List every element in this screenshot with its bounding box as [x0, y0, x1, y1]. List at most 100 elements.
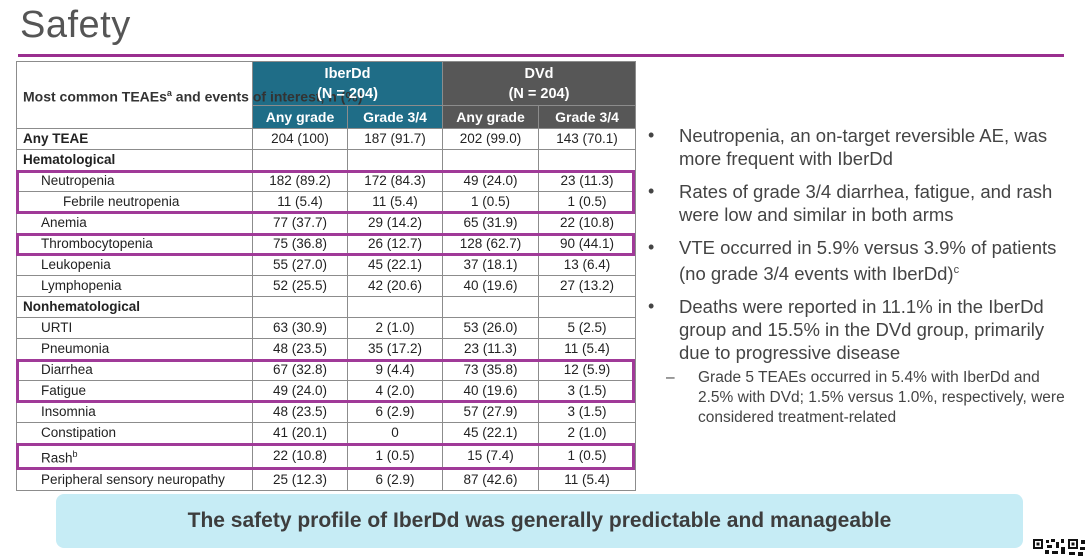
row-value: 6 (2.9): [346, 468, 444, 491]
row-value: 77 (37.7): [252, 212, 348, 234]
row-value: 37 (18.1): [442, 254, 540, 276]
row-value: 204 (100): [252, 128, 348, 150]
group-n-iberdd: (N = 204): [317, 85, 378, 102]
bullet-item-1: • Neutropenia, an on-target reversible A…: [648, 124, 1078, 170]
row-value: 53 (26.0): [442, 317, 540, 339]
row-label-text: Lymphopenia: [41, 278, 122, 293]
row-value: 35 (17.2): [346, 338, 444, 360]
row-value: 4 (2.0): [346, 380, 444, 402]
row-value: 26 (12.7): [346, 233, 444, 255]
row-value: 40 (19.6): [442, 380, 540, 402]
row-value: 11 (5.4): [346, 191, 444, 213]
sub-bullet-text: Grade 5 TEAEs occurred in 5.4% with Iber…: [698, 369, 1065, 427]
table-row: Constipation 41 (20.1) 0 45 (22.1) 2 (1.0): [16, 422, 637, 444]
table-row: Rashb 22 (10.8) 1 (0.5) 15 (7.4) 1 (0.5): [16, 443, 637, 470]
table-row: Peripheral sensory neuropathy 25 (12.3) 6 …: [16, 468, 637, 491]
row-value: 182 (89.2): [252, 170, 348, 192]
row-value: 1 (0.5): [442, 191, 540, 213]
table-row: Hematological: [16, 149, 637, 171]
row-value: 57 (27.9): [442, 401, 540, 423]
row-label-sup: b: [72, 449, 78, 459]
table-row: URTI 63 (30.9) 2 (1.0) 53 (26.0) 5 (2.5): [16, 317, 637, 339]
row-value: 90 (44.1): [538, 233, 637, 255]
row-value: 11 (5.4): [538, 338, 637, 360]
corner-sup: a: [166, 88, 172, 99]
table-row: Insomnia 48 (23.5) 6 (2.9) 57 (27.9) 3 (1.5): [16, 401, 637, 423]
qr-code-icon: [1032, 538, 1088, 557]
bullet-text: VTE occurred in 5.9% versus 3.9% of pati…: [679, 237, 1057, 285]
bullet-dot: •: [648, 181, 655, 201]
row-label: Pneumonia: [16, 338, 253, 360]
group-n-dvd: (N = 204): [508, 85, 570, 102]
row-value: 13 (6.4): [538, 254, 637, 276]
row-value: 23 (11.3): [538, 170, 637, 192]
row-label-text: Hematological: [23, 152, 116, 167]
row-value: 12 (5.9): [538, 359, 637, 381]
bullet-item-4: • Deaths were reported in 11.1% in the I…: [648, 295, 1078, 364]
row-value: [346, 149, 444, 171]
row-value: 128 (62.7): [442, 233, 540, 255]
row-label-text: Nonhematological: [23, 299, 141, 314]
row-value: 49 (24.0): [252, 380, 348, 402]
row-label-text: Thrombocytopenia: [41, 236, 153, 251]
row-value: 63 (30.9): [252, 317, 348, 339]
subheader-iberdd-any: Any grade: [252, 105, 348, 129]
bullet-text: Neutropenia, an on-target reversible AE,…: [679, 125, 1048, 169]
subheader-dvd-any: Any grade: [442, 105, 540, 129]
table-row: Neutropenia 182 (89.2) 172 (84.3) 49 (24.0)…: [16, 170, 637, 192]
table-row: Fatigue 49 (24.0) 4 (2.0) 40 (19.6) 3 (1.5): [16, 380, 637, 402]
row-label: Febrile neutropenia: [16, 191, 253, 213]
row-label-text: URTI: [41, 320, 73, 335]
row-value: 1 (0.5): [538, 443, 637, 470]
row-value: 75 (36.8): [252, 233, 348, 255]
row-value: 11 (5.4): [252, 191, 348, 213]
safety-table-container: Most common TEAEsa and events of interes…: [16, 60, 637, 491]
row-value: 15 (7.4): [442, 443, 540, 470]
row-label: Any TEAE: [16, 128, 253, 150]
row-label: Rashb: [16, 443, 253, 470]
title-rule: [18, 54, 1064, 57]
row-value: 73 (35.8): [442, 359, 540, 381]
row-label: URTI: [16, 317, 253, 339]
table-row: Any TEAE 204 (100) 187 (91.7) 202 (99.0) 143…: [16, 128, 637, 150]
row-label-text: Pneumonia: [41, 341, 110, 356]
row-label-text: Rash: [41, 450, 73, 466]
table-row: Pneumonia 48 (23.5) 35 (17.2) 23 (11.3) 11 (…: [16, 338, 637, 360]
subheader-iberdd-g34: Grade 3/4: [346, 105, 444, 129]
table-row: Nonhematological: [16, 296, 637, 318]
corner-label-2: and events of interest, n (%): [171, 88, 363, 105]
row-value: 40 (19.6): [442, 275, 540, 297]
row-value: 29 (14.2): [346, 212, 444, 234]
row-label: Leukopenia: [16, 254, 253, 276]
row-label-text: Anemia: [41, 215, 87, 230]
row-value: 22 (10.8): [538, 212, 637, 234]
row-label: Fatigue: [16, 380, 253, 402]
row-label: Peripheral sensory neuropathy: [16, 468, 253, 491]
row-value: 87 (42.6): [442, 468, 540, 491]
row-label: Diarrhea: [16, 359, 253, 381]
row-label-text: Constipation: [41, 425, 117, 440]
row-value: 49 (24.0): [442, 170, 540, 192]
bullet-dot: •: [648, 237, 655, 257]
row-label-text: Neutropenia: [41, 173, 115, 188]
row-value: 45 (22.1): [346, 254, 444, 276]
row-value: 6 (2.9): [346, 401, 444, 423]
row-value: 22 (10.8): [252, 443, 348, 470]
row-value: 48 (23.5): [252, 338, 348, 360]
bullet-item-2: • Rates of grade 3/4 diarrhea, fatigue, …: [648, 180, 1078, 226]
row-value: 2 (1.0): [538, 422, 637, 444]
row-value: 3 (1.5): [538, 380, 637, 402]
row-value: [252, 149, 348, 171]
row-value: [442, 149, 540, 171]
row-value: 172 (84.3): [346, 170, 444, 192]
table-row: Lymphopenia 52 (25.5) 42 (20.6) 40 (19.6) 27…: [16, 275, 637, 297]
row-label-text: Peripheral sensory neuropathy: [41, 471, 225, 487]
row-value: 27 (13.2): [538, 275, 637, 297]
row-value: 0: [346, 422, 444, 444]
table-row: Thrombocytopenia 75 (36.8) 26 (12.7) 128 (6…: [16, 233, 637, 255]
safety-table: Most common TEAEsa and events of interes…: [16, 60, 637, 491]
row-value: 65 (31.9): [442, 212, 540, 234]
row-value: 187 (91.7): [346, 128, 444, 150]
table-row: Febrile neutropenia 11 (5.4) 11 (5.4) 1 (0.…: [16, 191, 637, 213]
row-label-text: Any TEAE: [23, 131, 89, 146]
